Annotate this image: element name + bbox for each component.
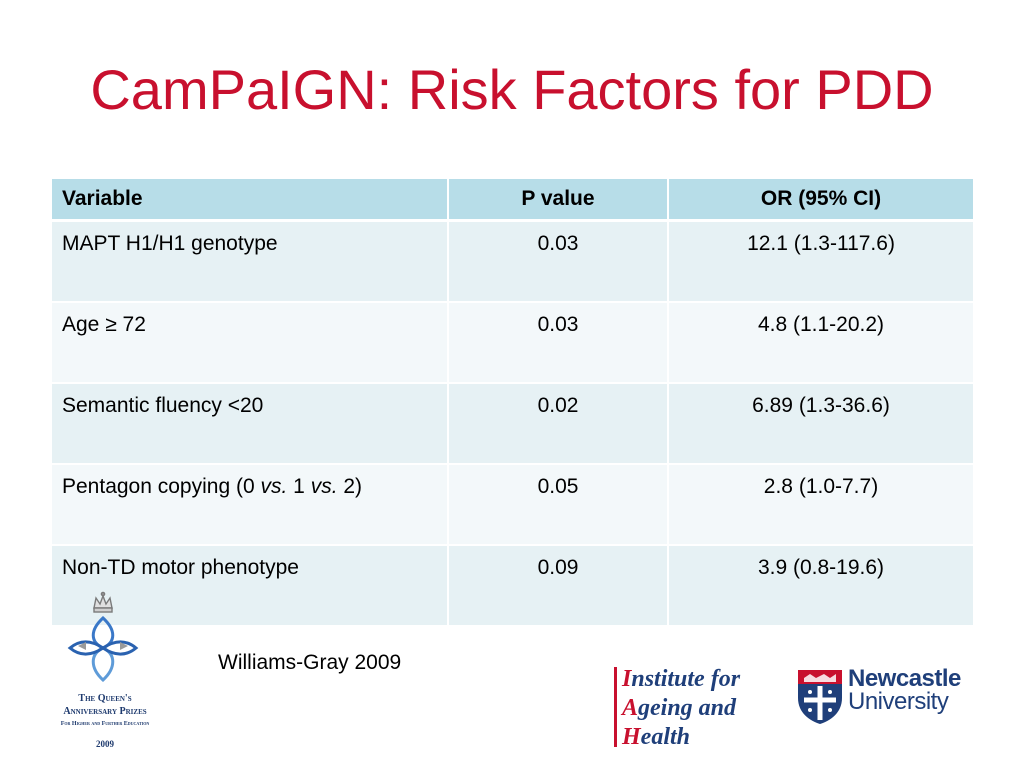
queens-anniversary-prizes-logo: The Queen's Anniversary Prizes For Highe… <box>50 590 160 760</box>
cell-or-ci: 4.8 (1.1-20.2) <box>669 303 973 384</box>
nu-line1: Newcastle <box>848 665 961 692</box>
table-row: Pentagon copying (0 vs. 1 vs. 2) 0.05 2.… <box>52 465 973 546</box>
cell-p-value: 0.09 <box>449 546 669 627</box>
iah-line1: Institute for <box>622 666 741 692</box>
citation: Williams-Gray 2009 <box>218 651 402 674</box>
variable-text: Pentagon copying (0 <box>62 475 261 498</box>
cell-variable: Semantic fluency <20 <box>52 384 449 465</box>
cell-variable: MAPT H1/H1 genotype <box>52 222 449 303</box>
table-header-row: Variable P value OR (95% CI) <box>52 179 973 222</box>
variable-text-italic: vs. <box>260 475 288 498</box>
cell-or-ci: 6.89 (1.3-36.6) <box>669 384 973 465</box>
variable-text: 2) <box>337 475 363 498</box>
qap-year: 2009 <box>96 739 114 749</box>
table-row: Non-TD motor phenotype 0.09 3.9 (0.8-19.… <box>52 546 973 627</box>
header-variable: Variable <box>52 179 449 222</box>
slide-title: CamPaIGN: Risk Factors for PDD <box>90 58 934 121</box>
institute-ageing-health-logo: Institute for Ageing and Health <box>622 665 740 752</box>
crown-knot-icon <box>67 591 139 683</box>
qap-line1: The Queen's <box>78 693 132 704</box>
table-row: MAPT H1/H1 genotype 0.03 12.1 (1.3-117.6… <box>52 222 973 303</box>
cell-or-ci: 12.1 (1.3-117.6) <box>669 222 973 303</box>
cell-variable: Non-TD motor phenotype <box>52 546 449 627</box>
shield-icon <box>798 670 842 724</box>
iah-line2: Ageing and <box>622 695 737 721</box>
variable-text: 1 <box>287 475 311 498</box>
variable-text-italic: vs. <box>310 475 338 498</box>
risk-factors-table: Variable P value OR (95% CI) MAPT H1/H1 … <box>52 179 973 627</box>
qap-line2: Anniversary Prizes <box>63 706 147 717</box>
cell-or-ci: 3.9 (0.8-19.6) <box>669 546 973 627</box>
header-or-ci: OR (95% CI) <box>669 179 973 222</box>
cell-p-value: 0.05 <box>449 465 669 546</box>
cell-or-ci: 2.8 (1.0-7.7) <box>669 465 973 546</box>
cell-p-value: 0.03 <box>449 303 669 384</box>
header-p-value: P value <box>449 179 669 222</box>
table-row: Age ≥ 72 0.03 4.8 (1.1-20.2) <box>52 303 973 384</box>
cell-variable: Pentagon copying (0 vs. 1 vs. 2) <box>52 465 449 546</box>
table-row: Semantic fluency <20 0.02 6.89 (1.3-36.6… <box>52 384 973 465</box>
cell-p-value: 0.03 <box>449 222 669 303</box>
cell-p-value: 0.02 <box>449 384 669 465</box>
iah-line3: Health <box>622 724 691 750</box>
newcastle-university-logo: Newcastle University <box>848 665 961 715</box>
iah-divider <box>614 667 617 747</box>
qap-line3: For Higher and Further Education <box>60 721 150 727</box>
cell-variable: Age ≥ 72 <box>52 303 449 384</box>
nu-line2: University <box>848 688 949 715</box>
